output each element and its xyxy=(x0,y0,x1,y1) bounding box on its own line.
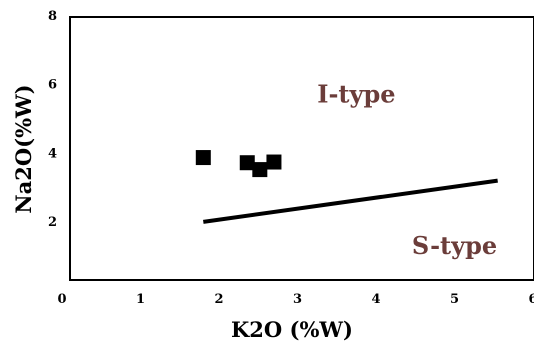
y-tick-label-8: 8 xyxy=(48,9,57,24)
y-axis-title: Na2O(%W) xyxy=(11,84,36,213)
boundary-line xyxy=(203,178,498,224)
data-points xyxy=(195,150,282,178)
data-point-4 xyxy=(266,154,282,170)
x-tick-label-2: 2 xyxy=(214,292,223,307)
region-labels: I-type S-type xyxy=(317,80,497,260)
x-tick-label-3: 3 xyxy=(293,292,302,307)
boundary-line-group xyxy=(203,178,498,224)
x-tick-label-5: 5 xyxy=(450,292,459,307)
data-point-2 xyxy=(239,155,255,171)
data-point-3 xyxy=(252,162,268,178)
y-tick-label-4: 4 xyxy=(48,146,57,161)
x-tick-label-6: 6 xyxy=(528,292,534,307)
i-type-label: I-type xyxy=(317,80,395,109)
data-point-1 xyxy=(195,150,211,166)
s-type-label: S-type xyxy=(412,231,497,260)
x-tick-label-1: 1 xyxy=(136,292,145,307)
x-tick-label-0: 0 xyxy=(57,292,66,307)
plot-area-frame xyxy=(69,16,534,281)
x-axis-title: K2O (%W) xyxy=(231,317,353,342)
x-tick-labels: 0 1 2 3 4 5 6 xyxy=(57,292,534,307)
y-tick-label-2: 2 xyxy=(48,215,57,230)
y-tick-label-6: 6 xyxy=(48,78,57,93)
y-tick-labels: 2 4 6 8 xyxy=(48,9,57,230)
x-tick-label-4: 4 xyxy=(371,292,380,307)
